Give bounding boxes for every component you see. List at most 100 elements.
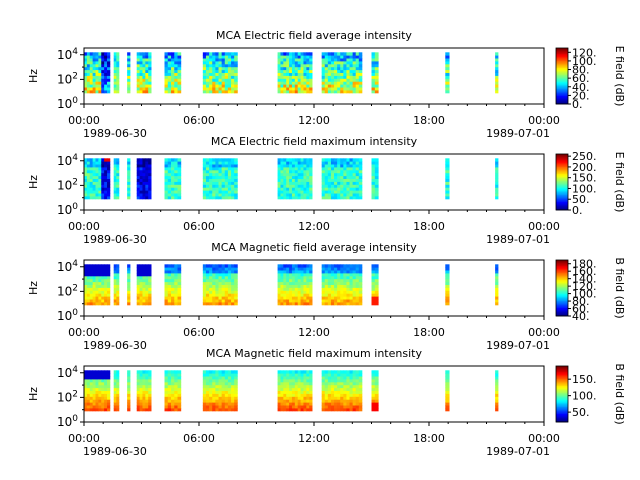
spectrogram-cell	[167, 399, 172, 403]
spectrogram-cell	[358, 193, 363, 197]
spectrogram-cell	[297, 181, 301, 185]
spectrogram-cell	[202, 302, 207, 306]
spectrogram-cell	[202, 379, 207, 383]
spectrogram-cell	[324, 178, 329, 182]
x-tick-label: 06:00	[183, 114, 215, 127]
spectrogram-cell	[116, 373, 120, 377]
colorbar-swatch	[556, 60, 568, 63]
spectrogram-cell	[202, 78, 207, 82]
spectrogram-cell	[352, 393, 357, 397]
spectrogram-cell	[297, 293, 301, 297]
spectrogram-cell	[340, 399, 344, 403]
spectrogram-cell	[358, 169, 363, 174]
colorbar-swatch	[556, 260, 568, 262]
spectrogram-cell	[202, 281, 207, 286]
spectrogram-cell	[218, 275, 223, 280]
spectrogram-cell	[221, 87, 226, 91]
spectrogram-cell	[358, 393, 363, 397]
spectrogram-cell	[340, 167, 344, 171]
spectrogram-cell	[218, 172, 223, 177]
spectrogram-cell	[343, 399, 347, 403]
spectrogram-cell	[343, 175, 347, 180]
spectrogram-cell	[174, 387, 178, 392]
spectrogram-cell	[202, 293, 207, 297]
spectrogram-cell	[171, 396, 175, 400]
spectrogram-cell	[171, 278, 175, 283]
spectrogram-cell	[95, 52, 99, 56]
spectrogram-cell	[289, 78, 293, 82]
spectrogram-cell	[101, 264, 105, 268]
spectrogram-cell	[107, 72, 111, 76]
spectrogram-cell	[136, 405, 140, 409]
spectrogram-cell	[218, 187, 223, 191]
chart-title: MCA Magnetic field maximum intensity	[206, 347, 422, 360]
spectrogram-cell	[215, 184, 219, 188]
spectrogram-cell	[334, 264, 338, 268]
spectrogram-cell	[334, 90, 338, 94]
spectrogram-cell	[300, 52, 304, 56]
spectrogram-cell	[346, 196, 350, 200]
spectrogram-cell	[215, 169, 219, 174]
spectrogram-cell	[113, 264, 117, 268]
spectrogram-cell	[234, 167, 238, 171]
spectrogram-cell	[371, 196, 376, 200]
spectrogram-cell	[371, 390, 376, 394]
spectrogram-cell	[330, 164, 335, 168]
spectrogram-cell	[352, 75, 357, 79]
spectrogram-cell	[327, 390, 332, 394]
spectrogram-cell	[349, 187, 354, 191]
spectrogram-cell	[215, 75, 219, 79]
spectrogram-cell	[202, 55, 207, 59]
spectrogram-cell	[224, 52, 229, 56]
spectrogram-cell	[286, 405, 290, 409]
spectrogram-cell	[89, 373, 94, 377]
spectrogram-cell	[221, 299, 226, 303]
spectrogram-cell	[148, 284, 152, 288]
spectrogram-cell	[142, 376, 146, 380]
spectrogram-cell	[89, 273, 94, 277]
spectrogram-cell	[343, 370, 347, 374]
spectrogram-cell	[142, 187, 146, 191]
spectrogram-cell	[346, 264, 350, 268]
spectrogram-cell	[371, 169, 376, 174]
spectrogram-cell	[337, 267, 341, 271]
spectrogram-cell	[101, 399, 105, 403]
spectrogram-cell	[300, 264, 304, 268]
spectrogram-cell	[224, 55, 229, 59]
spectrogram-cell	[309, 52, 313, 56]
spectrogram-cell	[202, 287, 207, 291]
spectrogram-cell	[145, 72, 149, 76]
spectrogram-cell	[374, 55, 379, 59]
spectrogram-cell	[86, 396, 91, 400]
spectrogram-cell	[177, 275, 182, 280]
spectrogram-cell	[177, 379, 182, 383]
spectrogram-cell	[139, 55, 143, 59]
spectrogram-cell	[98, 187, 102, 191]
spectrogram-cell	[283, 172, 287, 177]
spectrogram-cell	[297, 55, 301, 59]
spectrogram-cell	[227, 302, 232, 306]
spectrogram-cell	[86, 402, 91, 406]
spectrogram-cell	[164, 52, 169, 56]
spectrogram-cell	[352, 381, 357, 386]
spectrogram-cell	[297, 278, 301, 283]
spectrogram-cell	[227, 196, 232, 200]
spectrogram-cell	[371, 379, 376, 383]
spectrogram-cell	[349, 296, 354, 300]
spectrogram-cell	[148, 190, 152, 194]
spectrogram-cell	[283, 52, 287, 56]
spectrogram-cell	[177, 264, 182, 268]
spectrogram-cell	[327, 69, 332, 74]
spectrogram-cell	[107, 75, 111, 79]
spectrogram-cell	[221, 81, 226, 85]
spectrogram-cell	[306, 296, 310, 300]
spectrogram-cell	[355, 193, 360, 197]
spectrogram-cell	[136, 190, 140, 194]
spectrogram-cell	[113, 169, 117, 174]
spectrogram-cell	[283, 184, 287, 188]
spectrogram-cell	[177, 402, 182, 406]
spectrogram-cell	[294, 264, 299, 268]
spectrogram-cell	[107, 169, 111, 174]
spectrogram-cell	[289, 384, 293, 389]
spectrogram-cell	[374, 373, 379, 377]
